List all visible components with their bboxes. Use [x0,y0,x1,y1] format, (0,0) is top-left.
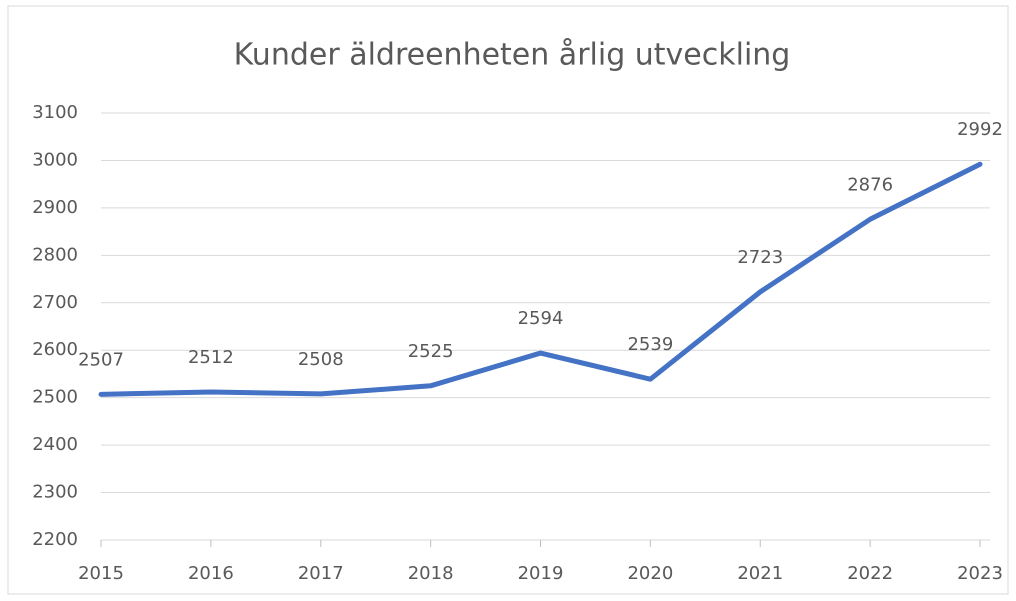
y-tick-label: 3100 [32,102,78,123]
x-tick-label: 2021 [737,563,783,584]
y-tick-label: 2800 [32,244,78,265]
data-label: 2876 [847,174,893,195]
x-tick-label: 2017 [298,563,344,584]
x-tick-label: 2019 [518,563,564,584]
data-label: 2507 [78,349,124,370]
data-label: 2525 [408,341,454,362]
data-label: 2594 [518,308,564,329]
chart-title: Kunder äldreenheten årlig utveckling [234,38,791,73]
y-tick-label: 2600 [32,339,78,360]
chart-frame [7,5,1009,595]
data-label: 2512 [188,347,234,368]
x-tick-label: 2015 [78,563,124,584]
data-label: 2723 [737,247,783,268]
y-tick-label: 2700 [32,292,78,313]
line [98,161,983,397]
x-tick-label: 2023 [957,563,1003,584]
y-tick-label: 3000 [32,149,78,170]
y-tick-label: 2300 [32,482,78,503]
data-label: 2539 [627,334,673,355]
x-tick-label: 2020 [627,563,673,584]
y-tick-label: 2200 [32,529,78,550]
y-tick-label: 2400 [32,434,78,455]
x-tick-label: 2018 [408,563,454,584]
data-label: 2992 [957,119,1003,140]
data-label: 2508 [298,349,344,370]
x-tick-label: 2022 [847,563,893,584]
y-tick-label: 2900 [32,197,78,218]
x-tick-label: 2016 [188,563,234,584]
y-tick-label: 2500 [32,387,78,408]
